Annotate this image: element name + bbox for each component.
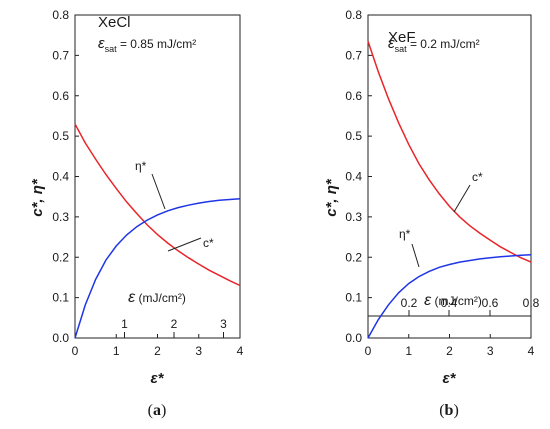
y-tick-label-a: 0.2 xyxy=(52,250,69,264)
y-tick-label-a: 0.3 xyxy=(52,210,69,224)
x-tick-label-b: 3 xyxy=(487,344,494,358)
y-tick-label-b: 0.2 xyxy=(345,250,362,264)
eta-label-b: η* xyxy=(399,227,411,241)
secondary-tick-label-b: 0.6 xyxy=(482,296,499,310)
y-tick-label-b: 0.3 xyxy=(345,210,362,224)
series-lines-a xyxy=(74,123,241,339)
y-tick-label-b: 0.6 xyxy=(345,89,362,103)
x-tick-label-b: 0 xyxy=(365,344,372,358)
eta-label-a: η* xyxy=(135,159,147,173)
panel-b: 0.0 0.1 0.2 0.3 0.4 0.5 0.6 0.7 0.8 0 1 2 3 4 0.2 0.4… xyxy=(323,8,540,419)
c-leader-b xyxy=(453,184,471,213)
y-axis-label-a: c*, η* xyxy=(29,178,46,217)
y-tick-label-b: 0.8 xyxy=(345,8,362,22)
x-tick-label-a: 2 xyxy=(154,344,161,358)
y-axis-label-b: c*, η* xyxy=(323,178,340,217)
secondary-tick-label-b: 0.4 xyxy=(441,296,458,310)
secondary-axis-label-b: ε (mJ/cm²) xyxy=(424,292,482,309)
x-tick-label-b: 2 xyxy=(446,344,453,358)
eta-leader-b xyxy=(411,243,420,268)
secondary-tick-label-a: 3 xyxy=(220,317,227,331)
eta-leader-a xyxy=(151,173,166,210)
c-label-a: c* xyxy=(203,236,214,250)
panel-title-b: XeF xyxy=(388,29,416,46)
x-axis-label-a: ε* xyxy=(150,370,164,387)
x-tick-label-a: 0 xyxy=(72,344,79,358)
y-tick-label-b: 0.5 xyxy=(345,129,362,143)
secondary-tick-label-b: 0.8 xyxy=(523,296,540,310)
series-line-eta-b xyxy=(367,254,532,339)
y-tick-label-a: 0.5 xyxy=(52,129,69,143)
y-tick-label-a: 0.1 xyxy=(52,291,69,305)
x-tick-label-b: 4 xyxy=(528,344,535,358)
secondary-tick-label-b: 0.2 xyxy=(401,296,418,310)
series-line-c-b xyxy=(367,40,532,263)
panel-title-a: XeCl xyxy=(98,14,131,31)
series-lines-b xyxy=(367,40,532,339)
y-tick-label-a: 0.8 xyxy=(52,8,69,22)
x-tick-label-b: 1 xyxy=(405,344,412,358)
panel-label-a: (a) xyxy=(148,402,167,419)
plot-frame-a xyxy=(74,14,241,339)
plot-frame-b xyxy=(367,14,532,339)
y-tick-label-b: 0.7 xyxy=(345,48,362,62)
c-label-b: c* xyxy=(472,170,483,184)
y-tick-label-b: 0.0 xyxy=(345,331,362,345)
y-tick-label-a: 0.7 xyxy=(52,48,69,62)
panel-label-b: (b) xyxy=(439,402,459,419)
series-line-eta-a xyxy=(74,197,241,339)
x-axis-b: 0 1 2 3 4 xyxy=(365,334,535,358)
x-tick-label-a: 4 xyxy=(237,344,244,358)
series-line-c-a xyxy=(74,123,241,287)
x-tick-label-a: 1 xyxy=(113,344,120,358)
secondary-axis-a: 1 2 3 ε (mJ/cm²) xyxy=(121,289,227,338)
secondary-tick-label-a: 1 xyxy=(121,317,128,331)
y-tick-label-b: 0.4 xyxy=(345,170,362,184)
secondary-axis-label-a: ε (mJ/cm²) xyxy=(128,289,186,306)
y-tick-label-b: 0.1 xyxy=(345,291,362,305)
c-leader-a xyxy=(167,237,202,252)
x-axis-label-b: ε* xyxy=(442,370,456,387)
y-tick-label-a: 0.0 xyxy=(52,331,69,345)
esat-annotation-a: εsat = 0.85 mJ/cm² xyxy=(98,35,196,54)
esat-annotation-b: εsat = 0.2 mJ/cm² xyxy=(388,35,480,54)
y-tick-label-a: 0.6 xyxy=(52,89,69,103)
secondary-tick-label-a: 2 xyxy=(171,317,178,331)
secondary-axis-b: 0.2 0.4 0.6 0.8 ε (mJ/cm²) xyxy=(368,292,540,317)
x-tick-label-a: 3 xyxy=(195,344,202,358)
y-axis-b: 0.0 0.1 0.2 0.3 0.4 0.5 0.6 0.7 0.8 xyxy=(345,8,372,345)
y-axis-a: 0.0 0.1 0.2 0.3 0.4 0.5 0.6 0.7 0.8 xyxy=(52,8,79,345)
y-tick-label-a: 0.4 xyxy=(52,170,69,184)
